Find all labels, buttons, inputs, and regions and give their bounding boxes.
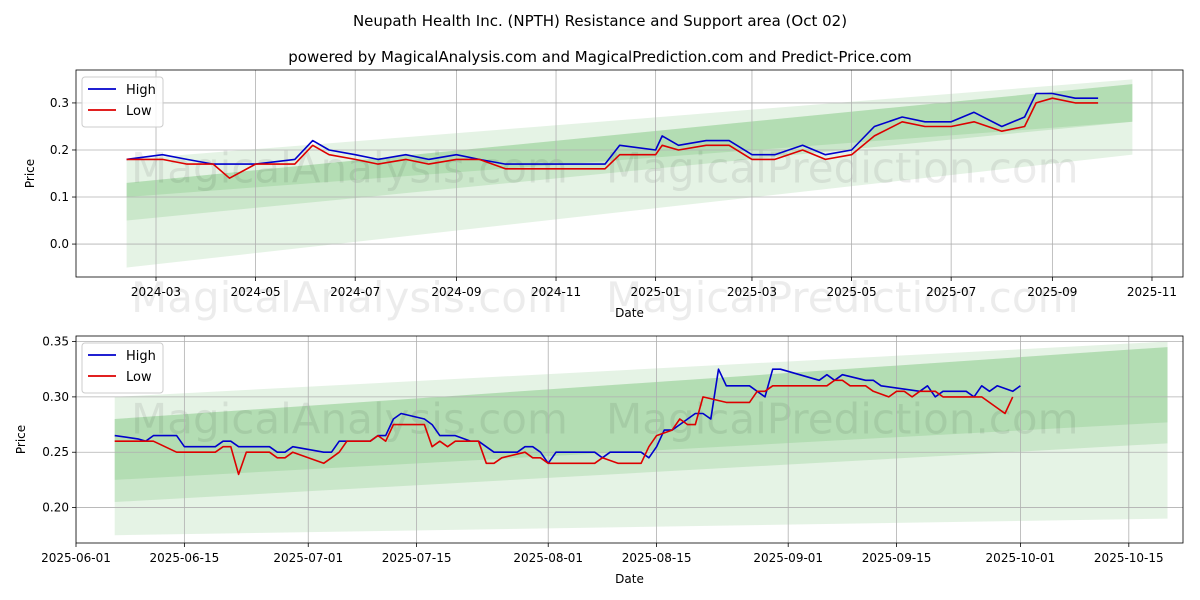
- x-tick-label: 2025-10-15: [1094, 551, 1164, 565]
- chart-subtitle: powered by MagicalAnalysis.com and Magic…: [288, 48, 912, 66]
- axes-frame: [75, 69, 1184, 278]
- support-resistance-band: [114, 347, 1168, 480]
- x-tick-label: 2025-09: [1027, 285, 1077, 299]
- x-tick-label: 2024-11: [531, 285, 581, 299]
- x-tick-label: 2025-06-15: [150, 551, 220, 565]
- y-tick-label: 0.2: [50, 143, 69, 157]
- y-tick-label: 0.30: [42, 390, 69, 404]
- watermark: MagicalAnalysis.com: [131, 394, 568, 443]
- x-tick-label: 2025-08-01: [513, 551, 583, 565]
- x-tick-label: 2025-05: [826, 285, 876, 299]
- x-tick-label: 2025-06-01: [41, 551, 111, 565]
- x-tick-label: 2025-09-15: [862, 551, 932, 565]
- x-tick-label: 2025-07-15: [382, 551, 452, 565]
- y-tick-label: 0.35: [42, 335, 69, 349]
- support-resistance-band: [126, 84, 1133, 198]
- y-axis-label: Price: [23, 159, 37, 188]
- watermark: MagicalPrediction.com: [606, 143, 1079, 192]
- y-axis-label: Price: [14, 425, 28, 454]
- support-resistance-band: [126, 84, 1133, 221]
- legend-label-high: High: [126, 349, 156, 364]
- legend: High Low: [81, 76, 164, 128]
- watermark: MagicalPrediction.com: [606, 394, 1079, 443]
- legend: High Low: [81, 342, 164, 394]
- x-tick-label: 2025-09-01: [753, 551, 823, 565]
- series-line-low: [114, 379, 1014, 476]
- axes-frame: [75, 335, 1184, 544]
- support-resistance-band: [126, 79, 1133, 268]
- series-line-high: [114, 368, 1021, 465]
- legend-label-high: High: [126, 83, 156, 98]
- series-line-high: [126, 92, 1099, 165]
- x-tick-label: 2024-05: [231, 285, 281, 299]
- plot-area: MagicalAnalysis.com MagicalPrediction.com: [76, 336, 1183, 543]
- x-axis-label: Date: [615, 572, 644, 586]
- watermark: MagicalPrediction.com: [606, 273, 1079, 322]
- series-line-low: [126, 97, 1099, 179]
- x-tick-label: 2025-08-15: [622, 551, 692, 565]
- chart-title: Neupath Health Inc. (NPTH) Resistance an…: [353, 12, 847, 30]
- support-resistance-band: [114, 341, 1168, 536]
- y-tick-label: 0.1: [50, 190, 69, 204]
- x-tick-label: 2024-09: [431, 285, 481, 299]
- x-tick-label: 2025-10-01: [986, 551, 1056, 565]
- x-tick-label: 2024-03: [131, 285, 181, 299]
- legend-label-low: Low: [126, 370, 152, 385]
- x-axis-label: Date: [615, 306, 644, 320]
- x-tick-label: 2025-07-01: [273, 551, 343, 565]
- x-tick-label: 2024-07: [330, 285, 380, 299]
- watermark: MagicalAnalysis.com: [131, 273, 568, 322]
- y-tick-label: 0.20: [42, 501, 69, 515]
- y-tick-label: 0.25: [42, 445, 69, 459]
- chart-panel-2: MagicalAnalysis.com MagicalPrediction.com…: [14, 335, 1184, 586]
- legend-label-low: Low: [126, 104, 152, 119]
- y-tick-label: 0.3: [50, 96, 69, 110]
- x-tick-label: 2025-03: [727, 285, 777, 299]
- plot-area: MagicalAnalysis.com MagicalPrediction.com: [76, 70, 1183, 277]
- watermark: MagicalAnalysis.com: [131, 143, 568, 192]
- x-tick-label: 2025-11: [1127, 285, 1177, 299]
- y-tick-label: 0.0: [50, 237, 69, 251]
- x-tick-label: 2025-01: [631, 285, 681, 299]
- support-resistance-band: [114, 347, 1168, 503]
- x-tick-label: 2025-07: [926, 285, 976, 299]
- chart-panel-1: MagicalAnalysis.com MagicalPrediction.com…: [23, 69, 1184, 320]
